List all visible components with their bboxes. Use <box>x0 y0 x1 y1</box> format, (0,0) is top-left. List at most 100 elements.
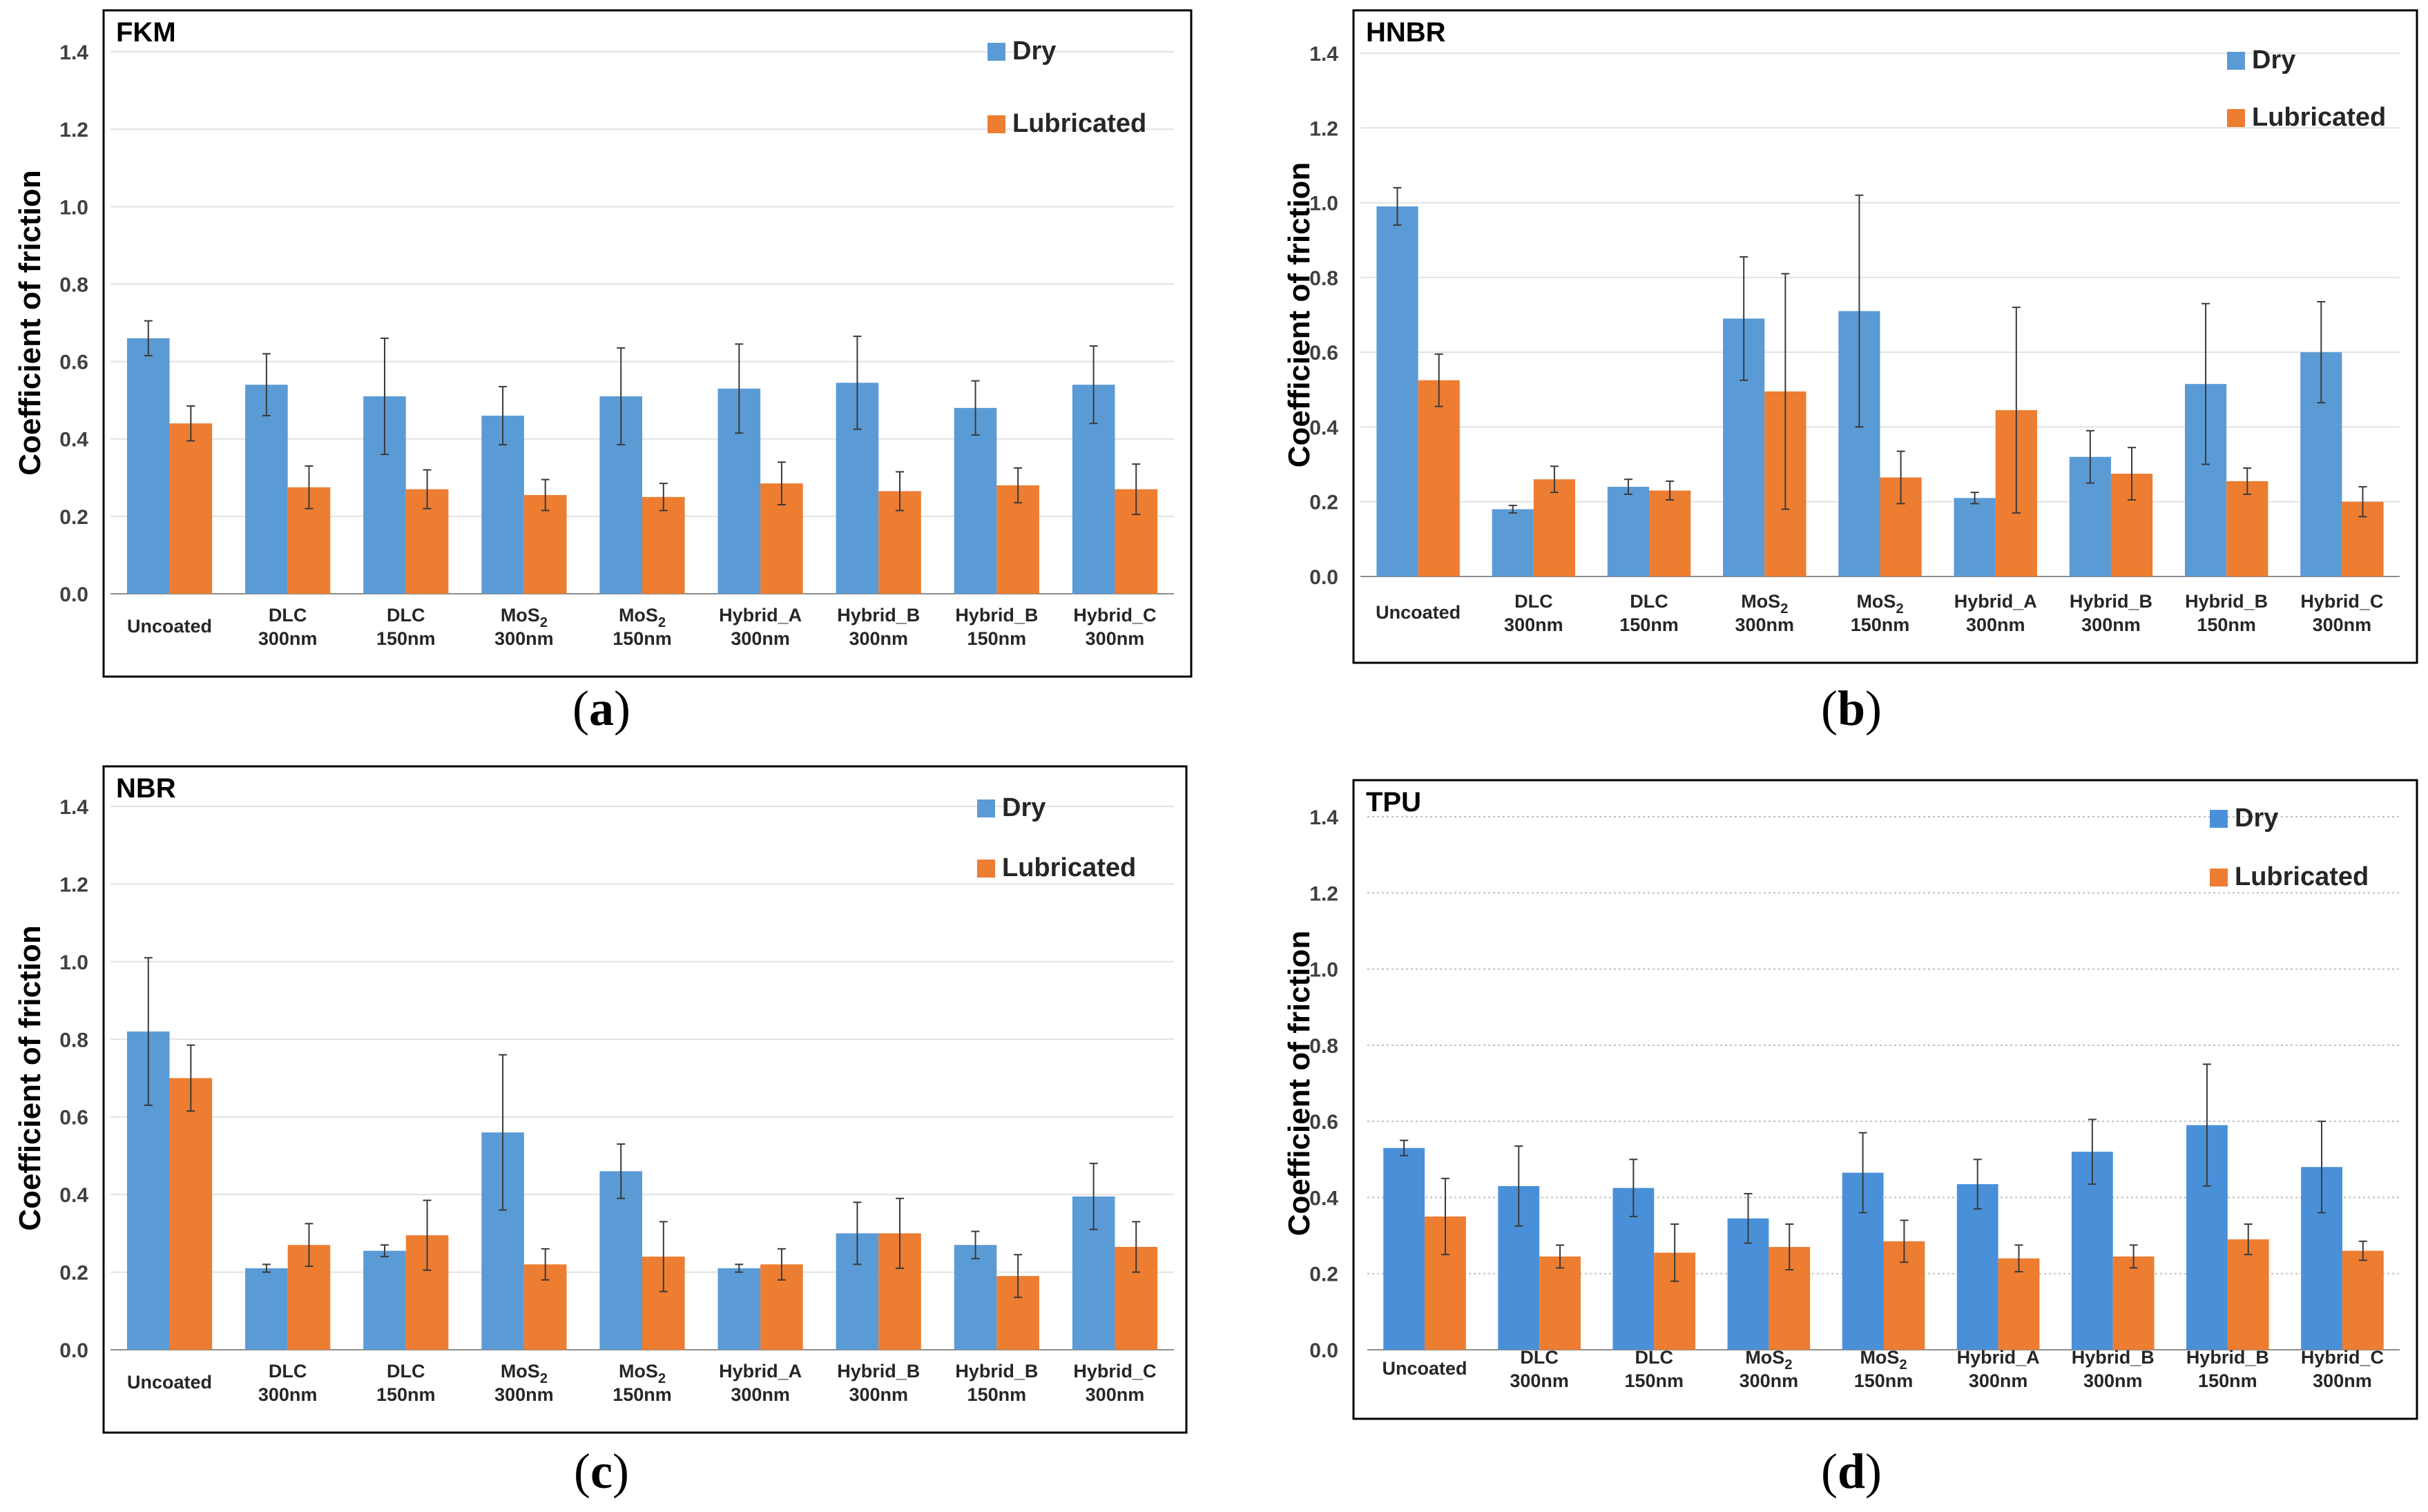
x-tick-label: 300nm <box>1086 628 1145 649</box>
x-tick-label: 300nm <box>731 628 790 649</box>
legend-label-lubricated: Lubricated <box>2235 862 2369 891</box>
y-axis-label: Coefficient of friction <box>1282 931 1316 1236</box>
bar-dry <box>1956 1184 1998 1350</box>
bar-lubricated <box>2112 1256 2155 1350</box>
y-tick-label: 0.2 <box>1309 1263 1338 1286</box>
y-tick-label: 0.2 <box>59 506 88 529</box>
y-tick-label: 0.8 <box>1309 1035 1338 1058</box>
x-tick-label: Hybrid_C <box>1073 605 1156 626</box>
x-tick-label: 300nm <box>1969 1370 2028 1391</box>
y-tick-label: 0.8 <box>1309 267 1338 290</box>
x-tick-label: 300nm <box>1510 1370 1569 1391</box>
x-tick-label: Uncoated <box>127 616 212 637</box>
legend-swatch-dry <box>987 43 1005 61</box>
x-tick-label: Hybrid_B <box>837 1361 920 1382</box>
legend-label-dry: Dry <box>1002 793 1046 822</box>
panel-title: FKM <box>116 17 176 48</box>
x-tick-label: 300nm <box>1504 614 1563 635</box>
y-tick-label: 0.4 <box>1309 1187 1338 1210</box>
y-tick-label: 0.8 <box>59 273 88 296</box>
y-tick-label: 1.2 <box>59 119 88 142</box>
caption-b: (b) <box>1820 681 1882 736</box>
x-tick-label: Hybrid_B <box>955 605 1038 626</box>
caption-c: (c) <box>574 1444 629 1499</box>
x-tick-label: DLC <box>1520 1347 1559 1368</box>
bar-dry <box>954 1245 997 1350</box>
legend-swatch-lubricated <box>2227 109 2245 127</box>
x-tick-label: 300nm <box>2313 614 2372 635</box>
bar-dry <box>363 1250 406 1350</box>
legend-swatch-lubricated <box>987 115 1005 133</box>
x-tick-label: DLC <box>1514 591 1553 612</box>
caption-d: (d) <box>1820 1444 1882 1499</box>
x-tick-label: DLC <box>387 1361 425 1382</box>
x-tick-label: DLC <box>1630 591 1668 612</box>
x-tick-label: 150nm <box>2198 1370 2257 1391</box>
x-tick-label: Hybrid_B <box>2072 1347 2155 1368</box>
x-tick-label: 150nm <box>376 628 436 649</box>
legend-label-dry: Dry <box>2235 804 2278 833</box>
bar-dry <box>245 1268 288 1350</box>
y-tick-label: 1.2 <box>1309 882 1338 905</box>
x-tick-label: 150nm <box>1854 1370 1914 1391</box>
x-tick-label: DLC <box>269 605 307 626</box>
x-tick-label: 150nm <box>967 1384 1027 1405</box>
legend-label-lubricated: Lubricated <box>1002 853 1136 882</box>
bar-dry <box>1607 487 1650 576</box>
x-tick-label: Hybrid_B <box>2185 591 2268 612</box>
bar-dry <box>126 338 170 594</box>
y-tick-label: 0.6 <box>59 351 88 374</box>
legend-label-dry: Dry <box>1012 37 1056 66</box>
x-tick-label: 300nm <box>849 1384 908 1405</box>
y-axis-label: Coefficient of friction <box>13 170 47 475</box>
x-tick-label: 300nm <box>2313 1370 2372 1391</box>
bar-lubricated <box>523 495 567 594</box>
x-tick-label: Uncoated <box>127 1372 212 1393</box>
x-tick-label: 300nm <box>1735 614 1794 635</box>
bar-lubricated <box>1649 490 1691 576</box>
legend-swatch-dry <box>2210 810 2228 828</box>
y-tick-label: 0.8 <box>59 1029 88 1051</box>
panel-title: HNBR <box>1366 17 1446 48</box>
x-tick-label: Hybrid_C <box>2300 591 2383 612</box>
x-tick-label: Hybrid_B <box>2070 591 2152 612</box>
x-tick-label: 300nm <box>1740 1370 1799 1391</box>
x-tick-label: 300nm <box>1086 1384 1145 1405</box>
y-tick-label: 0.6 <box>1309 1111 1338 1134</box>
y-tick-label: 0.4 <box>59 1184 88 1207</box>
bar-dry <box>1383 1147 1425 1350</box>
bar-lubricated <box>169 423 213 594</box>
y-tick-label: 1.4 <box>1309 806 1338 829</box>
x-tick-label: Hybrid_A <box>719 1361 802 1382</box>
x-tick-label: Hybrid_C <box>2301 1347 2384 1368</box>
x-tick-label: 300nm <box>849 628 908 649</box>
bar-lubricated <box>1998 1258 2040 1350</box>
x-tick-label: 300nm <box>731 1384 790 1405</box>
x-tick-label: 150nm <box>2197 614 2256 635</box>
y-tick-label: 1.2 <box>1309 117 1338 140</box>
y-tick-label: 1.0 <box>1309 959 1338 982</box>
bar-dry <box>1492 509 1534 576</box>
legend-swatch-dry <box>2227 52 2245 70</box>
bar-dry <box>1376 206 1418 576</box>
y-tick-label: 0.6 <box>1309 342 1338 365</box>
y-tick-label: 1.0 <box>59 196 88 219</box>
x-tick-label: DLC <box>1635 1347 1674 1368</box>
bar-lubricated <box>1418 380 1460 576</box>
y-tick-label: 1.4 <box>1309 43 1338 66</box>
bar-lubricated <box>169 1078 213 1350</box>
x-tick-label: Uncoated <box>1376 602 1461 623</box>
x-tick-label: Hybrid_A <box>1957 1347 2040 1368</box>
y-tick-label: 0.0 <box>1309 1339 1338 1362</box>
bar-lubricated <box>2342 1250 2384 1350</box>
bar-dry <box>1954 498 1996 576</box>
y-tick-label: 0.4 <box>59 429 88 452</box>
x-tick-label: 150nm <box>967 628 1027 649</box>
legend-swatch-lubricated <box>2210 869 2228 886</box>
x-tick-label: Uncoated <box>1382 1358 1467 1379</box>
y-tick-label: 0.4 <box>1309 416 1338 439</box>
